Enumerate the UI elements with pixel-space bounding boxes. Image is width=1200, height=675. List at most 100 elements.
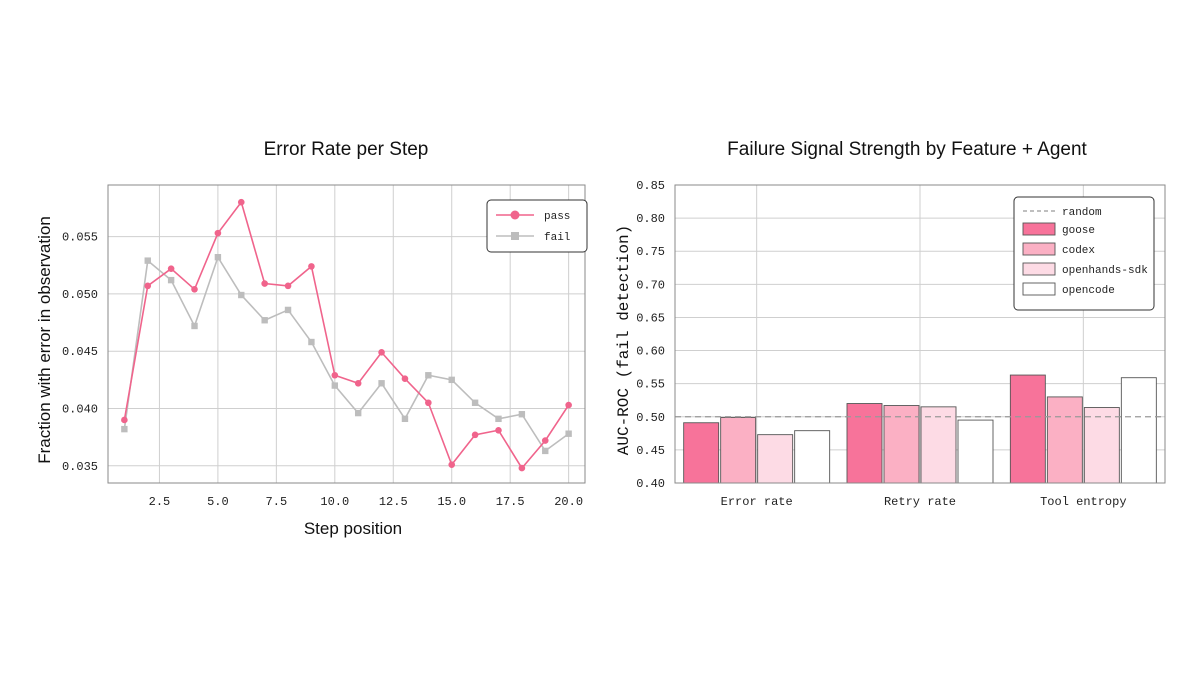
legend: pass fail: [486, 199, 588, 253]
data-point-fail: [191, 322, 198, 330]
x-tick-label: Retry rate: [884, 495, 956, 509]
bar-openhands-sdk: [757, 434, 794, 484]
x-tick-label: Error rate: [721, 495, 793, 509]
legend-fail-marker: [511, 232, 519, 240]
data-point-pass: [121, 416, 128, 424]
data-point-fail: [565, 430, 572, 437]
data-point-pass: [308, 263, 315, 270]
data-point-pass: [401, 375, 409, 383]
data-point-pass: [284, 282, 292, 290]
legend-pass-marker: [510, 210, 520, 220]
y-tick-label: 0.75: [636, 245, 665, 259]
y-tick-label: 0.55: [636, 378, 665, 392]
x-tick-label: 5.0: [207, 495, 229, 509]
data-point-fail: [121, 425, 128, 433]
y-tick-label: 0.40: [636, 477, 665, 491]
bar-opencode: [794, 430, 831, 484]
bar-goose: [1009, 374, 1046, 484]
legend-label-random: random: [1062, 207, 1102, 219]
legend-label-codex: codex: [1062, 245, 1095, 257]
line-chart: Error Rate per Step 2.5 5.0 7.5 10.0 12.5 15.…: [35, 139, 588, 538]
data-point-fail: [261, 317, 268, 324]
bar-chart: Failure Signal Strength by Feature + Age…: [615, 139, 1166, 509]
data-point-fail: [518, 411, 526, 418]
x-tick-label: 10.0: [320, 495, 349, 509]
y-tick-label: 0.60: [636, 345, 665, 359]
y-tick-label: 0.50: [636, 411, 665, 425]
data-point-pass: [495, 426, 502, 434]
x-tick-label: 15.0: [437, 495, 466, 509]
data-point-fail: [542, 447, 549, 455]
x-tick-label: 2.5: [149, 495, 171, 509]
legend: random goose codex openhands-sdk opencode: [1013, 196, 1155, 311]
plot-area: [107, 184, 586, 484]
data-point-pass: [541, 437, 549, 444]
legend-swatch-codex: [1022, 242, 1056, 256]
data-point-fail: [354, 409, 362, 417]
bar-opencode: [957, 419, 994, 484]
chart-title: Failure Signal Strength by Feature + Age…: [727, 139, 1087, 160]
data-point-fail: [401, 415, 409, 423]
data-point-pass: [354, 379, 362, 387]
legend-label-goose: goose: [1062, 225, 1095, 237]
data-point-fail: [495, 415, 502, 423]
data-point-fail: [144, 257, 151, 264]
y-tick-label: 0.035: [62, 460, 98, 474]
data-point-pass: [167, 265, 175, 272]
data-point-fail: [471, 399, 479, 406]
data-point-fail: [308, 338, 315, 346]
y-tick-label: 0.70: [636, 278, 665, 292]
legend-label-pass: pass: [544, 211, 570, 223]
bar-codex: [883, 405, 920, 484]
data-point-fail: [214, 254, 222, 261]
legend-swatch-goose: [1022, 222, 1056, 236]
y-tick-label: 0.65: [636, 311, 665, 325]
data-point-fail: [238, 291, 245, 299]
data-point-pass: [425, 399, 432, 407]
legend-label-fail: fail: [544, 232, 570, 244]
series-line-fail: [123, 255, 570, 453]
data-point-pass: [191, 286, 198, 293]
legend-swatch-openhands-sdk: [1022, 262, 1056, 276]
data-point-pass: [214, 229, 222, 237]
data-point-pass: [237, 198, 245, 206]
plot-area: [674, 184, 1166, 484]
x-tick-label: 17.5: [496, 495, 525, 509]
y-tick-label: 0.055: [62, 231, 98, 245]
x-tick-label: 7.5: [266, 495, 288, 509]
y-axis-label: Fraction with error in observation: [35, 216, 54, 464]
data-point-fail: [425, 372, 432, 379]
data-point-pass: [261, 280, 268, 287]
series-fail: [121, 254, 572, 455]
y-tick-label: 0.80: [636, 212, 665, 226]
chart-title: Error Rate per Step: [264, 139, 429, 160]
bar-codex: [720, 416, 757, 484]
bar-openhands-sdk: [920, 406, 957, 484]
x-tick-label: 20.0: [554, 495, 583, 509]
data-point-pass: [471, 431, 479, 439]
data-point-pass: [331, 371, 339, 379]
data-point-fail: [448, 376, 455, 384]
bar-openhands-sdk: [1083, 407, 1120, 484]
y-tick-label: 0.85: [636, 179, 665, 193]
y-tick-label: 0.050: [62, 288, 98, 302]
legend-label-opencode: opencode: [1062, 285, 1115, 297]
bar-codex: [1046, 396, 1083, 484]
x-tick-label: Tool entropy: [1040, 495, 1126, 509]
series-line-pass: [123, 200, 570, 470]
series-pass: [121, 198, 572, 472]
y-axis-label: AUC-ROC (fail detection): [615, 225, 633, 455]
y-tick-label: 0.045: [62, 345, 98, 359]
bar-goose: [683, 422, 720, 484]
bar-goose: [846, 403, 883, 484]
data-point-fail: [378, 380, 385, 387]
x-axis-label: Step position: [304, 519, 402, 538]
data-point-fail: [331, 382, 339, 389]
data-point-pass: [518, 464, 526, 472]
legend-swatch-opencode: [1022, 282, 1056, 296]
x-tick-label: 12.5: [379, 495, 408, 509]
data-point-pass: [565, 401, 572, 409]
data-point-pass: [448, 461, 456, 468]
y-tick-label: 0.45: [636, 444, 665, 458]
